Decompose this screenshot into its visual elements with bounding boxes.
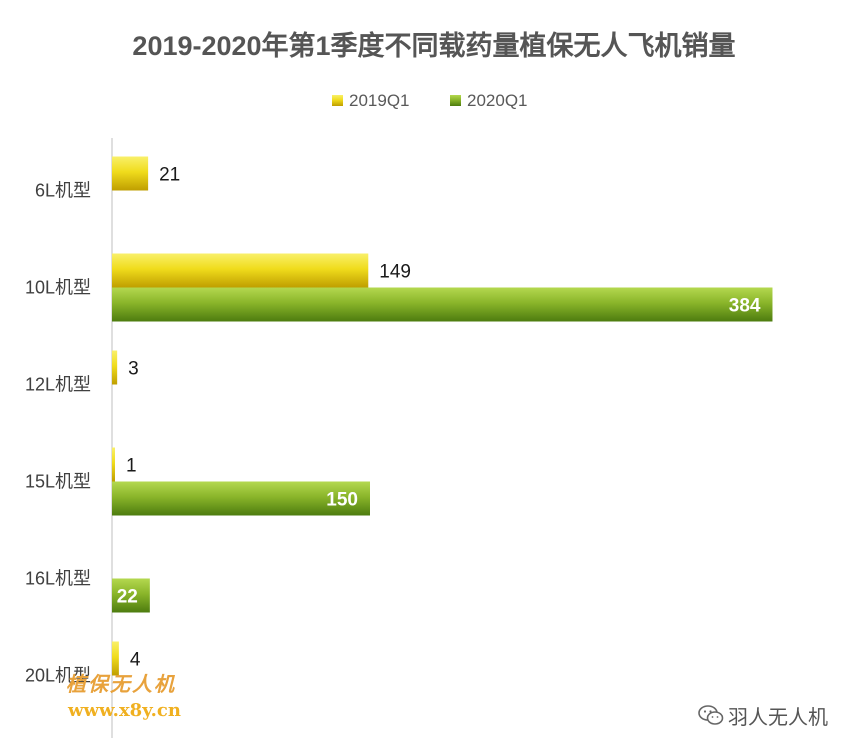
watermark-url: www.x8y.cn <box>68 700 181 721</box>
bar-2020q1 <box>112 578 150 613</box>
watermark-logo-text: 植保无人机 <box>66 672 176 696</box>
category-label: 10L机型 <box>25 278 91 298</box>
data-label: 4 <box>130 650 141 671</box>
data-label: 149 <box>379 262 411 283</box>
bar-2020q1 <box>112 287 773 322</box>
category-labels: 6L机型 10L机型 12L机型 15L机型 16L机型 20L机型 <box>25 181 91 686</box>
data-label: 21 <box>159 165 180 186</box>
bar-2019q1 <box>112 253 369 288</box>
wechat-account: 羽人无人机 <box>698 702 828 729</box>
legend-label-2019q1: 2019Q1 <box>349 91 410 110</box>
legend-swatch-2020q1 <box>450 95 461 106</box>
bar-2019q1 <box>112 447 115 482</box>
bar-2019q1 <box>112 641 119 676</box>
category-label: 20L机型 <box>25 666 91 686</box>
bars <box>112 156 773 676</box>
category-label: 16L机型 <box>25 569 91 589</box>
legend-label-2020q1: 2020Q1 <box>467 91 528 110</box>
wechat-account-name: 羽人无人机 <box>728 704 828 729</box>
wechat-icon <box>698 705 724 725</box>
data-label: 150 <box>326 490 358 511</box>
data-label: 3 <box>128 359 139 380</box>
data-label: 1 <box>126 456 137 477</box>
category-label: 12L机型 <box>25 375 91 395</box>
bar-2019q1 <box>112 156 149 191</box>
category-label: 6L机型 <box>35 181 91 201</box>
data-labels: 21 149 384 3 1 150 22 4 <box>117 165 761 671</box>
bar-2019q1 <box>112 350 118 385</box>
data-label: 384 <box>729 296 761 317</box>
legend: 2019Q1 2020Q1 <box>332 91 528 110</box>
legend-swatch-2019q1 <box>332 95 343 106</box>
bar-2020q1 <box>112 481 370 516</box>
chart-title: 2019-2020年第1季度不同载药量植保无人飞机销量 <box>132 30 735 61</box>
category-label: 15L机型 <box>25 472 91 492</box>
data-label: 22 <box>117 587 138 608</box>
